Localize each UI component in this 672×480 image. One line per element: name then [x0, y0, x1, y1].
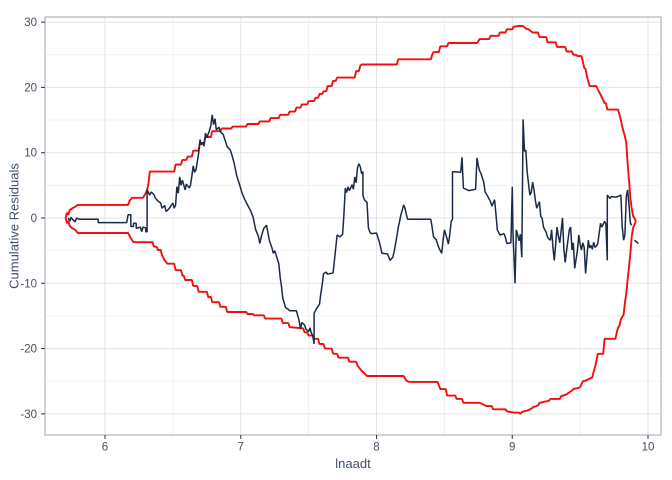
y-tick-label: 30	[24, 17, 37, 29]
upper-envelope-line	[64, 25, 637, 222]
lower-envelope-line	[64, 217, 637, 415]
y-tick-label: -20	[20, 344, 37, 356]
y-tick-label: -30	[20, 409, 37, 421]
x-tick-label: 6	[102, 442, 108, 454]
y-axis-title: Cumulative Residuals	[6, 163, 22, 289]
x-tick-label: 8	[373, 442, 379, 454]
cumulative-residuals-tail-line	[633, 239, 639, 245]
cumulative-residuals-line	[67, 114, 633, 345]
y-tick-label: -10	[20, 278, 37, 290]
panel-border	[44, 16, 662, 436]
x-axis-title: lnaadt	[335, 456, 371, 471]
x-tick-label: 9	[509, 442, 515, 454]
x-tick-label: 10	[642, 442, 655, 454]
y-tick-label: 20	[24, 82, 37, 94]
y-tick-label: 10	[24, 148, 37, 160]
x-tick-label: 7	[238, 442, 244, 454]
y-tick-label: 0	[31, 213, 37, 225]
panel-background	[45, 17, 661, 435]
